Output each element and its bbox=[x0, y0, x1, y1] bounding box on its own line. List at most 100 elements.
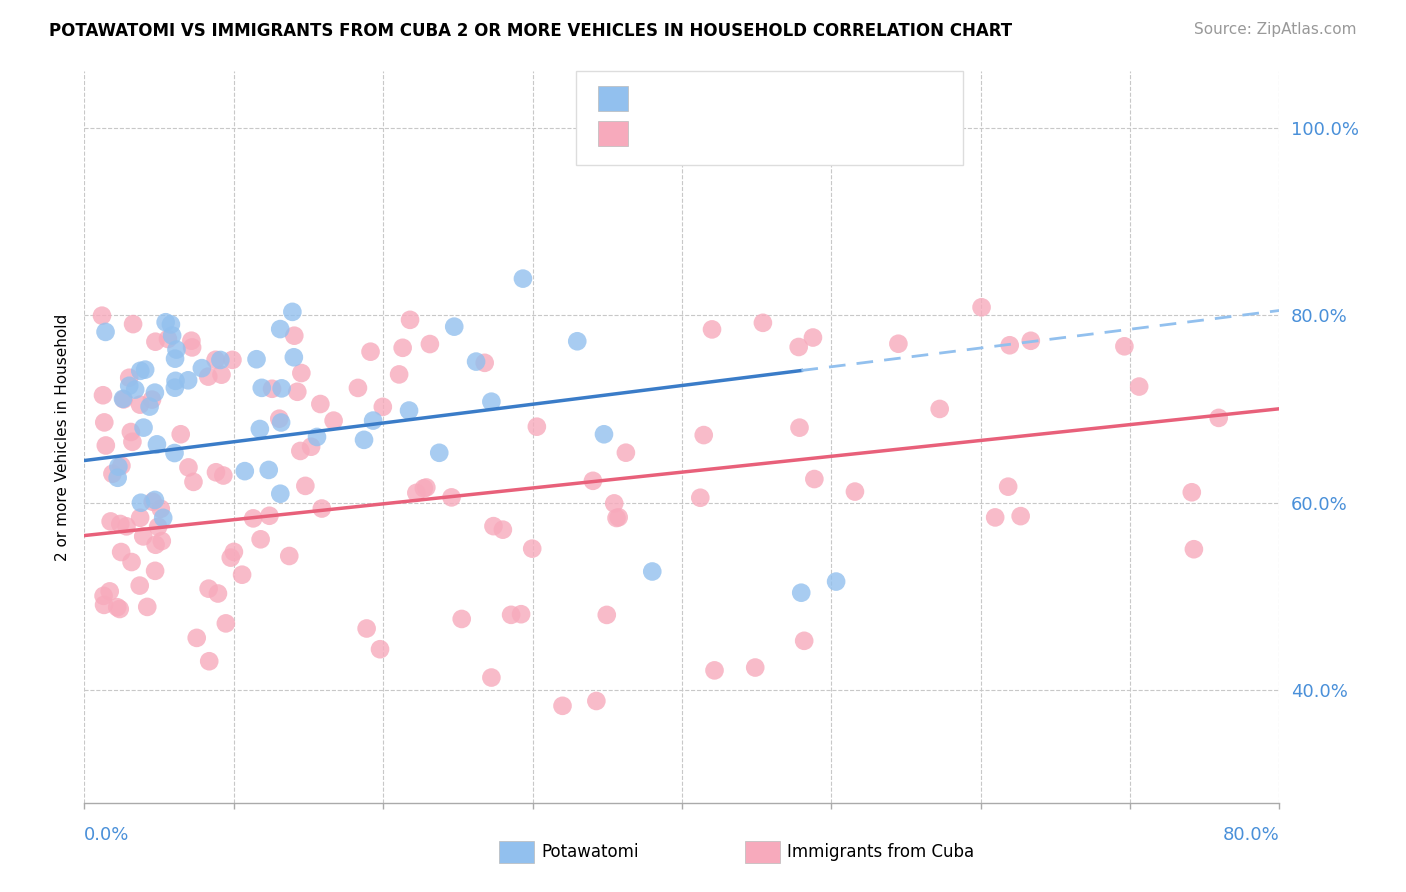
Point bbox=[105, 600, 128, 615]
Point bbox=[129, 496, 152, 510]
Text: Potawatomi: Potawatomi bbox=[541, 843, 638, 861]
Point bbox=[242, 511, 264, 525]
Point bbox=[145, 334, 167, 349]
Point bbox=[928, 401, 950, 416]
Point bbox=[984, 510, 1007, 524]
Point bbox=[94, 325, 117, 339]
Point bbox=[1182, 542, 1205, 557]
Point bbox=[582, 474, 605, 488]
Point bbox=[101, 467, 124, 481]
Point bbox=[789, 420, 811, 434]
Point bbox=[219, 550, 242, 565]
Point bbox=[290, 444, 312, 458]
Point bbox=[163, 381, 186, 395]
Point bbox=[121, 555, 143, 569]
Point bbox=[391, 341, 413, 355]
Point bbox=[693, 428, 716, 442]
Point bbox=[347, 381, 370, 395]
Point bbox=[212, 468, 235, 483]
Point bbox=[129, 510, 152, 524]
Point bbox=[122, 317, 145, 331]
Point bbox=[197, 369, 219, 384]
Point bbox=[294, 479, 316, 493]
Point bbox=[98, 584, 121, 599]
Point bbox=[270, 416, 292, 430]
Point bbox=[703, 664, 725, 678]
Point bbox=[150, 534, 173, 549]
Point bbox=[191, 361, 214, 376]
Point bbox=[281, 305, 304, 319]
Point bbox=[143, 385, 166, 400]
Point bbox=[165, 374, 187, 388]
Point bbox=[567, 334, 589, 349]
Point bbox=[481, 671, 503, 685]
Point bbox=[412, 481, 434, 495]
Point bbox=[129, 398, 152, 412]
Text: 51: 51 bbox=[773, 88, 800, 108]
Point bbox=[689, 491, 711, 505]
Point bbox=[166, 343, 188, 357]
Point bbox=[551, 698, 574, 713]
Point bbox=[170, 427, 193, 442]
Point bbox=[443, 319, 465, 334]
Point bbox=[132, 529, 155, 543]
Point bbox=[143, 564, 166, 578]
Text: N =: N = bbox=[735, 124, 779, 144]
Point bbox=[998, 338, 1021, 352]
Point bbox=[585, 694, 607, 708]
Point bbox=[744, 660, 766, 674]
Point bbox=[124, 383, 146, 397]
Point bbox=[160, 328, 183, 343]
Point bbox=[231, 567, 253, 582]
Point bbox=[270, 381, 292, 395]
Point bbox=[290, 366, 312, 380]
Point bbox=[309, 397, 332, 411]
Point bbox=[107, 459, 129, 474]
Point bbox=[207, 586, 229, 600]
Point bbox=[118, 378, 141, 392]
Point bbox=[522, 541, 544, 556]
Point bbox=[283, 351, 305, 365]
Point bbox=[165, 351, 187, 366]
Point bbox=[482, 519, 505, 533]
Point bbox=[181, 340, 204, 354]
Point bbox=[465, 354, 488, 368]
Point bbox=[134, 362, 156, 376]
Point bbox=[510, 607, 533, 622]
Text: R =: R = bbox=[640, 88, 682, 108]
Text: N =: N = bbox=[735, 88, 779, 108]
Point bbox=[93, 589, 115, 603]
Point bbox=[257, 463, 280, 477]
Text: POTAWATOMI VS IMMIGRANTS FROM CUBA 2 OR MORE VEHICLES IN HOUSEHOLD CORRELATION C: POTAWATOMI VS IMMIGRANTS FROM CUBA 2 OR … bbox=[49, 22, 1012, 40]
Point bbox=[419, 337, 441, 351]
Point bbox=[120, 425, 142, 439]
Point bbox=[146, 437, 169, 451]
Point bbox=[221, 352, 243, 367]
Point bbox=[322, 414, 344, 428]
Point bbox=[997, 480, 1019, 494]
Point bbox=[283, 328, 305, 343]
Point bbox=[603, 496, 626, 510]
Point bbox=[100, 515, 122, 529]
Point bbox=[641, 565, 664, 579]
Text: Source: ZipAtlas.com: Source: ZipAtlas.com bbox=[1194, 22, 1357, 37]
Point bbox=[138, 400, 160, 414]
Point bbox=[183, 475, 205, 489]
Point bbox=[269, 487, 291, 501]
Text: Immigrants from Cuba: Immigrants from Cuba bbox=[787, 843, 974, 861]
Point bbox=[596, 607, 619, 622]
Point bbox=[249, 533, 271, 547]
Point bbox=[801, 330, 824, 344]
Text: 0.224: 0.224 bbox=[682, 124, 744, 144]
Point bbox=[512, 271, 534, 285]
Point bbox=[142, 494, 165, 508]
Point bbox=[526, 419, 548, 434]
Point bbox=[605, 511, 627, 525]
Point bbox=[1114, 339, 1136, 353]
Point bbox=[285, 384, 308, 399]
Point bbox=[115, 519, 138, 533]
Point bbox=[110, 516, 132, 531]
Point bbox=[356, 622, 378, 636]
Point bbox=[299, 440, 322, 454]
Point bbox=[752, 316, 775, 330]
